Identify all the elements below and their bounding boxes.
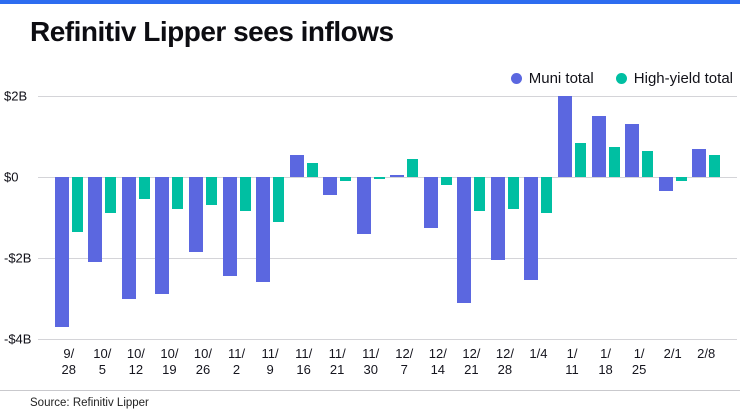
bar-high-yield <box>273 177 285 222</box>
x-axis-label: 1/ 11 <box>565 346 579 377</box>
x-axis-label: 11/ 2 <box>227 346 246 377</box>
legend-label-high-yield: High-yield total <box>633 70 733 87</box>
bar-muni <box>457 177 472 303</box>
bar-high-yield <box>71 177 83 232</box>
bar-muni <box>692 148 707 177</box>
x-axis-labels: 9/ 28 10/ 5 10/ 12 10/ 19 10/ 26 11/ 2 11/ 9 11… <box>38 346 737 382</box>
x-axis-label: 10/ 12 <box>126 346 145 377</box>
y-axis-label: $0 <box>4 169 19 185</box>
x-axis-label: 2/8 <box>697 346 716 361</box>
source-note: Source: Refinitiv Lipper <box>30 397 149 409</box>
bar-muni <box>188 177 203 252</box>
bar-high-yield <box>474 177 486 212</box>
bar-high-yield <box>138 177 150 200</box>
bar-muni <box>155 177 170 295</box>
bar-high-yield <box>306 162 318 177</box>
x-axis-label: 12/ 7 <box>395 346 414 377</box>
x-axis-label: 12/ 14 <box>428 346 447 377</box>
x-axis-label: 12/ 21 <box>462 346 481 377</box>
gridline <box>38 96 737 97</box>
bar-high-yield <box>675 177 687 182</box>
x-axis-label: 11/ 16 <box>295 346 313 377</box>
bar-muni <box>121 177 136 299</box>
bar-muni <box>54 177 69 327</box>
x-axis-label: 10/ 19 <box>160 346 179 377</box>
bar-high-yield <box>575 142 587 177</box>
bar-high-yield <box>709 154 721 177</box>
x-axis-label: 12/ 28 <box>495 346 514 377</box>
y-axis-label: $2B <box>4 88 28 104</box>
bar-muni <box>490 177 505 261</box>
bar-muni <box>625 124 640 177</box>
high-yield-legend-dot-icon <box>615 73 627 84</box>
bar-muni <box>289 154 304 177</box>
x-axis-label: 9/ 28 <box>61 346 76 377</box>
bar-muni <box>222 177 237 277</box>
footer-divider <box>0 390 740 391</box>
bar-high-yield <box>205 177 217 206</box>
plot-area <box>38 96 737 340</box>
bar-muni <box>356 177 371 234</box>
bar-high-yield <box>373 177 385 180</box>
bar-high-yield <box>642 150 654 177</box>
bar-high-yield <box>239 177 251 212</box>
legend-item-high-yield: High-yield total <box>615 70 733 87</box>
bar-muni <box>390 174 405 177</box>
y-axis-label: -$2B <box>4 250 32 266</box>
bar-muni <box>423 177 438 228</box>
legend: Muni total High-yield total <box>510 70 733 87</box>
bar-muni <box>88 177 103 263</box>
x-axis-label: 10/ 26 <box>193 346 213 377</box>
x-axis-label: 10/ 5 <box>93 346 112 377</box>
legend-item-muni: Muni total <box>510 70 594 87</box>
bar-muni <box>256 177 271 283</box>
bar-muni <box>524 177 539 281</box>
legend-label-muni: Muni total <box>528 70 594 87</box>
bar-high-yield <box>507 177 519 210</box>
y-axis-label: -$4B <box>4 331 32 347</box>
bar-muni <box>658 177 673 192</box>
bar-muni <box>323 177 338 196</box>
bar-high-yield <box>440 177 452 186</box>
x-axis-label: 1/ 25 <box>631 346 647 377</box>
x-axis-label: 1/4 <box>529 346 548 361</box>
bar-muni <box>558 96 573 177</box>
page-title: Refinitiv Lipper sees inflows <box>30 16 394 47</box>
bar-high-yield <box>541 177 553 214</box>
bar-muni <box>591 116 606 177</box>
bar-high-yield <box>608 146 620 177</box>
x-axis-label: 11/ 21 <box>328 346 346 377</box>
x-axis-label: 1/ 18 <box>598 346 613 377</box>
gridline <box>38 339 737 340</box>
gridline <box>38 258 737 259</box>
bar-high-yield <box>172 177 184 210</box>
top-accent-bar <box>0 0 740 4</box>
bar-high-yield <box>407 158 419 177</box>
x-axis-label: 11/ 9 <box>261 346 279 377</box>
bar-high-yield <box>340 177 352 182</box>
bar-high-yield <box>105 177 117 214</box>
x-axis-label: 11/ 30 <box>362 346 380 377</box>
gridline <box>38 177 737 178</box>
muni-legend-dot-icon <box>510 73 522 84</box>
x-axis-label: 2/1 <box>663 346 682 361</box>
